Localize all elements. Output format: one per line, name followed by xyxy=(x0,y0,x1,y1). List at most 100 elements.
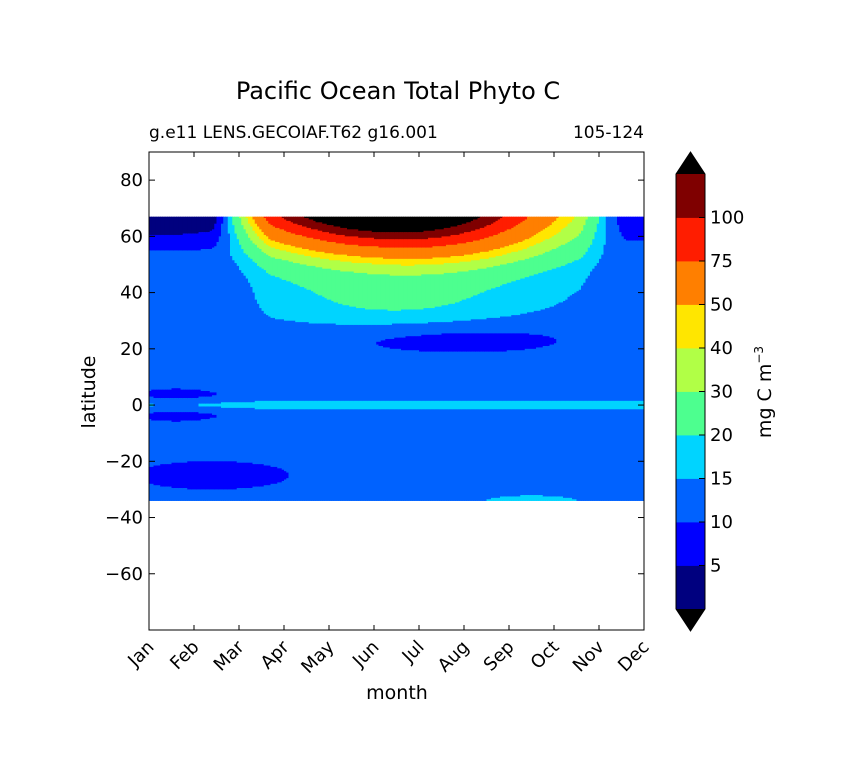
field-cell xyxy=(439,400,443,410)
field-cell xyxy=(371,274,375,310)
field-cell xyxy=(403,337,407,351)
field-cell xyxy=(212,403,215,407)
field-cell xyxy=(241,462,245,489)
field-cell xyxy=(371,309,375,326)
field-cell xyxy=(450,234,454,246)
field-cell xyxy=(529,312,533,336)
field-cell xyxy=(567,263,571,298)
colorbar-segment xyxy=(676,391,705,436)
field-cell xyxy=(167,420,170,465)
field-cell xyxy=(151,413,155,421)
field-cell xyxy=(335,400,339,410)
field-cell xyxy=(520,400,524,410)
field-cell xyxy=(367,237,371,247)
field-cell xyxy=(533,334,537,350)
field-cell xyxy=(266,244,269,255)
field-cell xyxy=(452,400,456,410)
field-cell xyxy=(153,465,157,486)
field-cell xyxy=(270,247,274,258)
field-cell xyxy=(635,240,638,402)
field-cell xyxy=(470,260,474,271)
field-cell xyxy=(509,333,512,351)
field-cell xyxy=(324,409,328,501)
field-cell xyxy=(511,216,515,229)
field-cell xyxy=(590,400,593,410)
field-cell xyxy=(279,468,283,483)
field-cell xyxy=(585,278,589,402)
field-cell xyxy=(392,216,395,233)
field-cell xyxy=(428,274,431,309)
field-cell xyxy=(275,258,278,278)
field-cell xyxy=(488,409,492,500)
field-cell xyxy=(479,258,483,269)
field-cell xyxy=(182,216,186,234)
field-cell xyxy=(439,229,443,239)
field-cell xyxy=(491,223,494,237)
field-cell xyxy=(518,250,521,261)
field-cell xyxy=(450,256,454,264)
field-cell xyxy=(403,239,407,248)
field-cell xyxy=(576,260,580,292)
field-cell xyxy=(450,333,454,352)
field-cell xyxy=(455,320,458,334)
field-cell xyxy=(398,216,402,233)
field-cell xyxy=(380,340,384,347)
field-cell xyxy=(286,216,290,222)
field-cell xyxy=(518,400,521,410)
field-cell xyxy=(270,483,274,501)
field-cell xyxy=(419,258,422,265)
field-cell xyxy=(254,464,258,487)
field-cell xyxy=(432,334,436,352)
field-cell xyxy=(466,222,470,233)
field-cell xyxy=(342,409,346,501)
field-cell xyxy=(394,310,398,324)
field-cell xyxy=(221,407,224,462)
field-cell xyxy=(306,227,310,239)
field-cell xyxy=(281,319,285,402)
field-cell xyxy=(178,462,182,489)
field-cell xyxy=(342,243,346,255)
field-cell xyxy=(592,216,596,240)
field-cell xyxy=(299,286,303,323)
field-cell xyxy=(414,336,418,351)
field-cell xyxy=(353,229,357,237)
colorbar-segment xyxy=(676,304,705,349)
field-cell xyxy=(236,488,240,501)
field-cell xyxy=(482,239,485,253)
field-cell xyxy=(412,275,416,310)
field-cell xyxy=(475,333,479,352)
field-cell xyxy=(250,258,254,288)
field-cell xyxy=(531,257,535,277)
field-cell xyxy=(203,403,206,407)
field-cell xyxy=(538,254,542,274)
field-cell xyxy=(232,216,236,226)
field-cell xyxy=(297,285,301,323)
field-cell xyxy=(452,320,456,334)
field-cell xyxy=(263,243,267,254)
field-cell xyxy=(261,486,265,501)
field-cell xyxy=(529,257,533,277)
field-cell xyxy=(464,243,467,255)
field-cell xyxy=(486,258,490,268)
field-cell xyxy=(466,400,470,410)
field-cell xyxy=(605,400,609,410)
field-cell xyxy=(344,227,348,237)
field-cell xyxy=(479,319,483,334)
field-cell xyxy=(419,400,422,410)
field-cell xyxy=(412,265,416,277)
field-cell xyxy=(185,398,188,413)
field-cell xyxy=(484,409,488,501)
field-cell xyxy=(459,400,463,410)
field-cell xyxy=(322,223,326,233)
field-cell xyxy=(632,240,636,402)
field-cell xyxy=(302,286,305,323)
field-cell xyxy=(225,461,229,490)
field-cell xyxy=(191,216,195,234)
field-cell xyxy=(416,247,420,260)
field-cell xyxy=(425,323,429,336)
field-cell xyxy=(482,409,485,501)
field-cell xyxy=(268,409,272,466)
field-cell xyxy=(232,407,236,462)
field-cell xyxy=(209,413,213,419)
field-cell xyxy=(302,249,305,255)
